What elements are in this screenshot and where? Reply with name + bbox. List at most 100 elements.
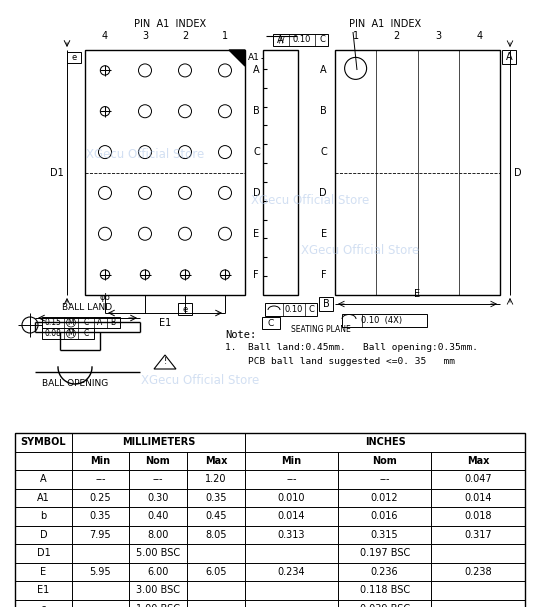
- Text: ---: ---: [286, 474, 297, 484]
- Text: MILLIMETERS: MILLIMETERS: [122, 437, 195, 447]
- Bar: [265, 303, 317, 316]
- Text: 1.20: 1.20: [205, 474, 227, 484]
- Text: 0.10: 0.10: [293, 35, 311, 44]
- Text: e: e: [183, 305, 187, 313]
- Text: A: A: [277, 35, 284, 45]
- Text: E: E: [41, 567, 46, 577]
- Text: 0.018: 0.018: [464, 511, 492, 521]
- Text: 3: 3: [435, 31, 441, 41]
- Text: 0.10: 0.10: [285, 305, 303, 314]
- Text: D: D: [253, 188, 261, 198]
- Text: 0.30: 0.30: [147, 493, 169, 503]
- Text: BALL OPENING: BALL OPENING: [42, 379, 108, 388]
- Text: Max: Max: [205, 456, 227, 466]
- Text: M: M: [68, 329, 74, 338]
- Text: SYMBOL: SYMBOL: [21, 437, 66, 447]
- Text: 0.25: 0.25: [90, 493, 111, 503]
- Text: 8.05: 8.05: [205, 530, 227, 540]
- Text: 0.014: 0.014: [278, 511, 305, 521]
- Text: 0.012: 0.012: [371, 493, 398, 503]
- Circle shape: [100, 270, 109, 279]
- Text: E: E: [253, 229, 259, 239]
- Text: D: D: [40, 530, 48, 540]
- Text: ---: ---: [153, 474, 163, 484]
- Text: M: M: [68, 318, 74, 327]
- Bar: [85, 50, 245, 295]
- Bar: [262, 317, 280, 329]
- Text: Nom: Nom: [372, 456, 397, 466]
- Circle shape: [218, 64, 232, 77]
- Text: C: C: [319, 35, 325, 44]
- Text: A1: A1: [37, 493, 50, 503]
- Text: C: C: [320, 147, 327, 157]
- Text: ---: ---: [379, 474, 390, 484]
- Text: 5.95: 5.95: [90, 567, 111, 577]
- Text: 0.35: 0.35: [205, 493, 227, 503]
- Text: 1: 1: [352, 31, 359, 41]
- Text: 1.  Ball land:0.45mm.   Ball opening:0.35mm.: 1. Ball land:0.45mm. Ball opening:0.35mm…: [225, 344, 478, 353]
- Text: 0.35: 0.35: [90, 511, 111, 521]
- Text: C: C: [308, 305, 314, 314]
- Text: PCB ball land suggested <=0. 35   mm: PCB ball land suggested <=0. 35 mm: [225, 356, 455, 365]
- Text: //: //: [279, 35, 285, 44]
- Text: 0.317: 0.317: [464, 530, 492, 540]
- Polygon shape: [229, 50, 245, 66]
- Text: 0.238: 0.238: [464, 567, 492, 577]
- Text: Note:: Note:: [225, 330, 256, 340]
- Text: 3.00 BSC: 3.00 BSC: [137, 585, 180, 595]
- Circle shape: [22, 317, 38, 333]
- Text: E1: E1: [37, 585, 50, 595]
- Text: 1.00 BSC: 1.00 BSC: [137, 604, 180, 607]
- Text: C: C: [83, 329, 89, 338]
- Text: D: D: [514, 168, 522, 177]
- Text: PIN  A1  INDEX: PIN A1 INDEX: [134, 19, 206, 29]
- Text: SEATING PLANE: SEATING PLANE: [291, 325, 351, 334]
- Text: A1: A1: [248, 53, 260, 63]
- Text: XGecu Official Store: XGecu Official Store: [141, 373, 259, 387]
- Text: !: !: [163, 358, 167, 367]
- Text: 5.00 BSC: 5.00 BSC: [137, 548, 180, 558]
- Circle shape: [218, 105, 232, 118]
- Circle shape: [138, 227, 152, 240]
- Text: F: F: [253, 270, 258, 280]
- Text: PIN  A1  INDEX: PIN A1 INDEX: [349, 19, 421, 29]
- Bar: [67, 52, 81, 63]
- Text: 0.234: 0.234: [278, 567, 305, 577]
- Text: B: B: [320, 106, 327, 117]
- Text: F: F: [321, 270, 327, 280]
- Text: D1: D1: [37, 548, 50, 558]
- Circle shape: [100, 66, 109, 75]
- Text: 0.014: 0.014: [464, 493, 492, 503]
- Text: E: E: [321, 229, 327, 239]
- Text: 1: 1: [222, 31, 228, 41]
- Text: 4: 4: [476, 31, 482, 41]
- Circle shape: [67, 329, 75, 338]
- Text: A: A: [506, 52, 512, 62]
- Text: 0.10  (4X): 0.10 (4X): [362, 316, 403, 325]
- Text: A: A: [97, 318, 103, 327]
- Circle shape: [98, 146, 112, 158]
- Text: B: B: [323, 299, 329, 309]
- Bar: [502, 50, 516, 64]
- Text: 6.05: 6.05: [205, 567, 227, 577]
- Text: 0.047: 0.047: [464, 474, 492, 484]
- Text: B: B: [253, 106, 260, 117]
- Text: D1: D1: [50, 168, 64, 177]
- Text: 0.010: 0.010: [278, 493, 305, 503]
- Circle shape: [98, 227, 112, 240]
- Bar: [178, 303, 192, 315]
- Text: Max: Max: [467, 456, 489, 466]
- Bar: [263, 50, 298, 295]
- Text: Min: Min: [281, 456, 302, 466]
- Text: C: C: [268, 319, 274, 328]
- Circle shape: [178, 227, 192, 240]
- Circle shape: [138, 105, 152, 118]
- Circle shape: [67, 318, 75, 327]
- Text: E: E: [414, 289, 421, 299]
- Circle shape: [221, 270, 230, 279]
- Circle shape: [178, 186, 192, 200]
- Text: B: B: [111, 318, 115, 327]
- Circle shape: [218, 227, 232, 240]
- Text: 0.118 BSC: 0.118 BSC: [360, 585, 410, 595]
- Circle shape: [138, 146, 152, 158]
